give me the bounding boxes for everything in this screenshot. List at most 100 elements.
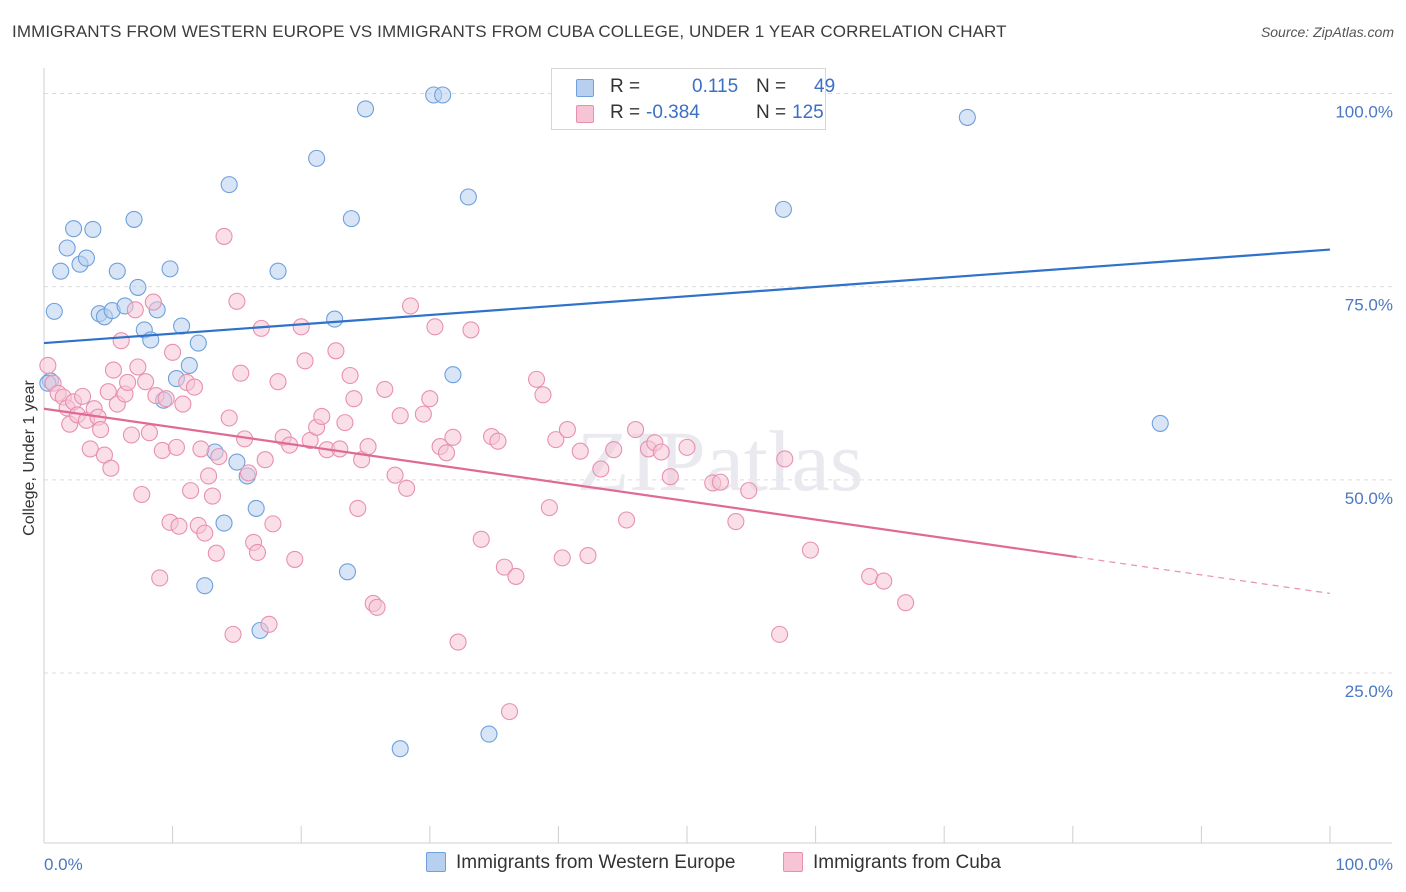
data-point — [740, 482, 758, 500]
data-point — [207, 544, 225, 562]
data-point — [196, 577, 214, 595]
correlation-legend: R = 0.115 N = 49 R = -0.384 N = 125 — [551, 68, 835, 130]
series-western-europe-points — [39, 86, 1169, 758]
data-point — [228, 292, 246, 310]
data-point — [215, 514, 233, 532]
data-point — [308, 149, 326, 167]
n-value: 49 — [814, 76, 836, 97]
data-point — [185, 378, 204, 396]
data-point — [74, 387, 92, 405]
data-point — [119, 373, 137, 392]
data-point — [771, 625, 789, 643]
data-point — [605, 441, 623, 459]
data-point — [449, 633, 467, 651]
source-credit: Source: ZipAtlas.com — [1260, 24, 1394, 40]
gridlines — [44, 92, 1392, 674]
data-point — [196, 524, 214, 542]
data-point — [341, 366, 359, 385]
data-point — [220, 409, 238, 427]
data-point — [349, 499, 367, 517]
data-point — [108, 262, 126, 280]
data-point — [200, 467, 218, 485]
data-point — [224, 625, 242, 643]
data-point — [527, 370, 546, 388]
data-point — [164, 343, 182, 361]
data-point — [338, 563, 357, 581]
data-point — [58, 239, 76, 257]
chart-title: IMMIGRANTS FROM WESTERN EUROPE VS IMMIGR… — [12, 22, 1007, 41]
data-point — [534, 386, 552, 404]
series-cuba-points — [39, 227, 915, 721]
data-point — [327, 342, 345, 360]
data-point — [326, 310, 344, 328]
trend-line-extension — [1076, 556, 1331, 595]
data-point — [126, 301, 144, 319]
data-point — [368, 598, 386, 616]
data-point — [444, 428, 462, 446]
data-point — [161, 260, 179, 278]
data-point — [77, 249, 95, 267]
data-point — [239, 464, 258, 482]
data-point — [203, 487, 222, 505]
data-point — [104, 361, 122, 379]
data-point — [472, 530, 490, 548]
data-point — [84, 220, 102, 239]
y-tick-label: 50.0% — [1345, 489, 1393, 508]
data-point — [627, 421, 645, 439]
data-point — [215, 227, 233, 245]
legend-swatch-blue — [576, 79, 594, 97]
data-point — [652, 443, 670, 461]
data-point — [801, 541, 820, 559]
data-point — [180, 356, 198, 375]
data-point — [269, 262, 287, 280]
data-point — [153, 441, 171, 460]
data-point — [102, 459, 120, 477]
data-point — [678, 438, 696, 456]
data-point — [133, 485, 151, 504]
data-point — [247, 499, 265, 517]
data-point — [414, 405, 432, 423]
trend-lines — [43, 248, 1331, 595]
data-point — [313, 407, 331, 426]
data-point — [182, 482, 200, 500]
data-point — [421, 390, 439, 408]
data-point — [137, 373, 155, 391]
y-tick-label: 75.0% — [1345, 296, 1393, 315]
data-point — [1151, 414, 1169, 432]
data-point — [459, 188, 477, 206]
data-point — [444, 366, 462, 384]
data-point — [398, 479, 416, 497]
data-point — [401, 297, 420, 315]
data-point — [174, 395, 192, 413]
data-point — [776, 450, 794, 468]
watermark: ZIPatlas — [577, 413, 864, 509]
data-point — [727, 512, 745, 531]
data-point — [264, 515, 282, 533]
data-point — [210, 448, 228, 466]
bottom-legend-label: Immigrants from Western Europe — [456, 852, 736, 873]
data-point — [861, 567, 879, 585]
data-point — [112, 332, 130, 350]
data-point — [248, 543, 267, 562]
bottom-legend-label: Immigrants from Cuba — [813, 852, 1001, 873]
y-tick-labels: 100.0% 75.0% 50.0% 25.0% — [1335, 102, 1393, 701]
y-tick-label: 25.0% — [1345, 682, 1393, 701]
x-tick-label: 100.0% — [1335, 855, 1393, 874]
data-point — [500, 703, 519, 721]
data-point — [122, 426, 140, 444]
data-point — [228, 453, 246, 471]
data-point — [579, 546, 597, 565]
data-point — [331, 440, 349, 458]
data-point — [140, 424, 159, 442]
data-point — [296, 352, 314, 370]
data-point — [376, 380, 394, 398]
data-point — [391, 740, 409, 758]
data-point — [129, 278, 147, 296]
data-point — [189, 334, 207, 352]
n-value: 125 — [792, 102, 824, 123]
data-point — [359, 438, 377, 456]
r-value: 0.115 — [692, 76, 739, 97]
data-point — [144, 293, 162, 311]
data-point — [897, 594, 915, 612]
